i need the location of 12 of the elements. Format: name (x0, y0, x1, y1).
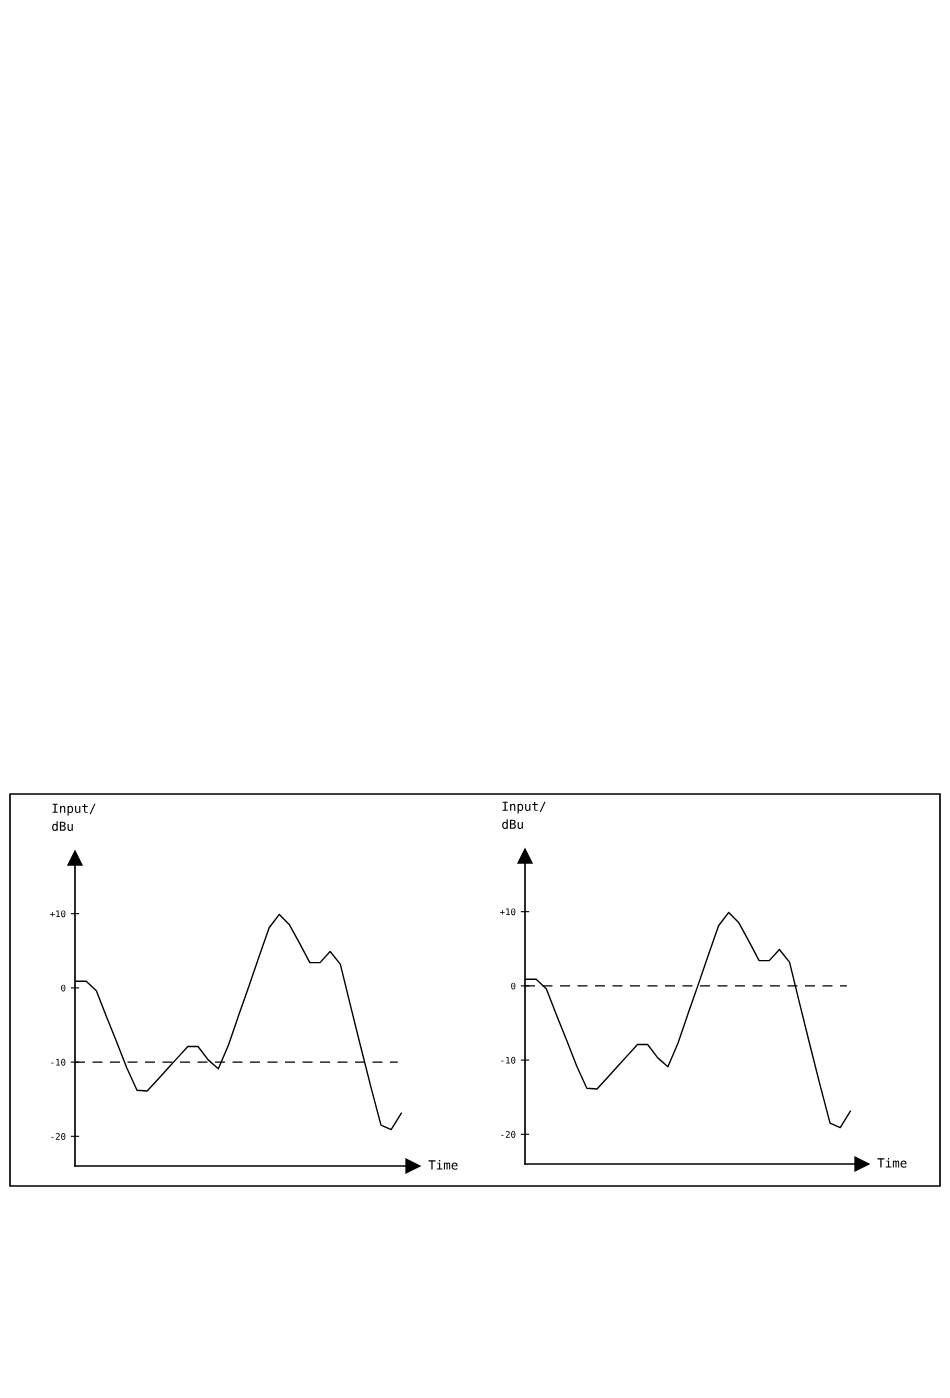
y-tick-label: +10 (500, 908, 516, 916)
y-tick-label: +10 (50, 910, 66, 918)
y-tick-label: -20 (501, 1131, 516, 1138)
y-tick-label: 0 (61, 984, 66, 992)
y-tick-label: 0 (511, 982, 516, 990)
x-axis-title: Time (428, 1159, 458, 1170)
y-tick-label: -20 (51, 1133, 66, 1140)
y-axis-title: Input/ dBu (502, 801, 546, 829)
y-tick-label: -10 (51, 1058, 66, 1066)
x-axis-title: Time (877, 1157, 907, 1168)
y-tick-label: -10 (501, 1056, 516, 1064)
y-axis-title: Input/ dBu (52, 803, 96, 831)
